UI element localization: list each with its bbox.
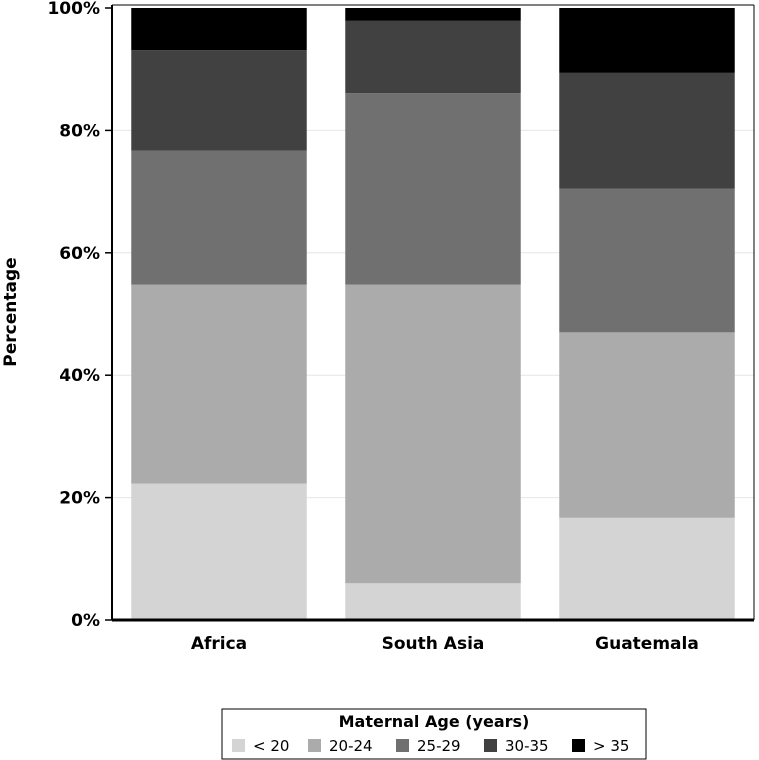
bar-segment: [345, 20, 521, 94]
legend-items: < 20 20-24 25-29 30-35 > 35: [232, 737, 629, 755]
legend-label: > 35: [593, 737, 629, 755]
bar-segment: [559, 517, 735, 620]
y-tick-label: 0%: [71, 611, 100, 631]
y-tick-label: 20%: [59, 489, 100, 509]
y-axis-title: Percentage: [1, 257, 21, 366]
legend-label: < 20: [253, 737, 289, 755]
x-category-label: Africa: [191, 634, 247, 654]
legend-label: 25-29: [417, 737, 461, 755]
x-category-label: South Asia: [382, 634, 485, 654]
bar-segment: [559, 72, 735, 189]
bar-segment: [345, 284, 521, 584]
bar-segment: [131, 50, 307, 151]
bar-segment: [345, 93, 521, 285]
legend-swatch: [484, 739, 497, 752]
bar-segment: [131, 150, 307, 285]
bar-segment: [559, 8, 735, 73]
legend-swatch: [232, 739, 245, 752]
bar-segment: [131, 483, 307, 620]
x-category-labels: Africa South Asia Guatemala: [191, 634, 699, 654]
legend-swatch: [572, 739, 585, 752]
bar-segment: [345, 8, 521, 21]
y-tick-label: 100%: [47, 0, 100, 19]
y-ticks: 0% 20% 40% 60% 80% 100%: [47, 0, 112, 631]
axes: [111, 4, 755, 622]
legend-title: Maternal Age (years): [339, 712, 530, 731]
bar-segment: [131, 284, 307, 484]
legend-swatch: [396, 739, 409, 752]
y-tick-label: 60%: [59, 244, 100, 264]
bars: [131, 8, 735, 620]
legend: Maternal Age (years) < 20 20-24 25-29 30-35…: [221, 708, 647, 760]
legend-swatch: [308, 739, 321, 752]
bar-segment: [559, 188, 735, 333]
x-category-label: Guatemala: [595, 634, 699, 654]
bar-segment: [345, 583, 521, 620]
y-tick-label: 80%: [59, 121, 100, 141]
legend-label: 20-24: [329, 737, 373, 755]
bar-segment: [131, 8, 307, 51]
legend-label: 30-35: [505, 737, 549, 755]
bar-segment: [559, 332, 735, 518]
y-tick-label: 40%: [59, 366, 100, 386]
